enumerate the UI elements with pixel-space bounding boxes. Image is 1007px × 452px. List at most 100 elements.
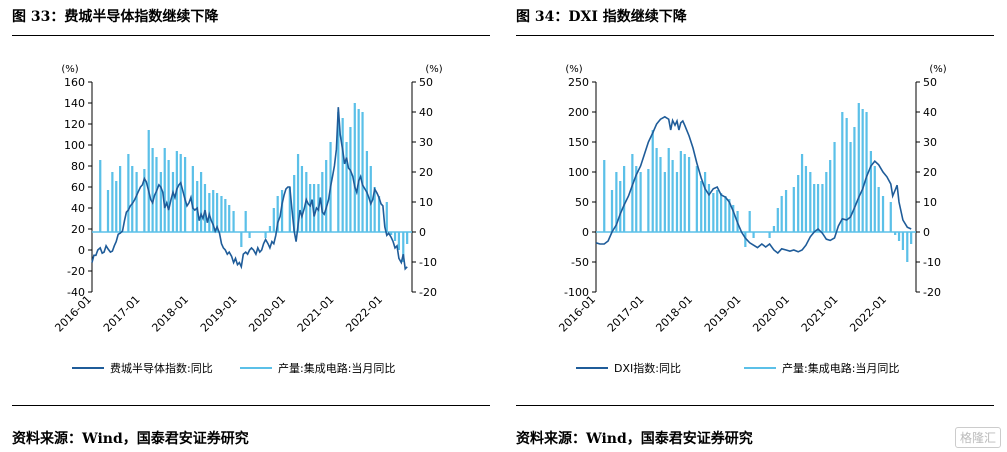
bar <box>768 232 771 238</box>
x-tick-label: 2016-01 <box>52 293 94 335</box>
bar <box>203 184 207 232</box>
left-panel: 图 33：费城半导体指数继续下降 (%) (%) -40 -20 0 20 40 60 80 10… <box>12 0 490 452</box>
bar <box>703 172 707 232</box>
left-tick-label: -20 <box>67 265 85 278</box>
left-tick-label: -100 <box>564 286 589 299</box>
bar <box>744 232 747 247</box>
bar <box>603 160 606 232</box>
bar <box>833 142 836 232</box>
right-axis-unit: (%) <box>929 64 946 75</box>
bar <box>111 172 114 232</box>
bar <box>853 127 856 232</box>
bar <box>341 118 344 232</box>
bar <box>353 103 356 232</box>
bottom-rule <box>516 405 994 406</box>
x-tick-label: 2021-01 <box>295 293 337 335</box>
x-tick-label: 2019-01 <box>702 293 744 335</box>
bottom-rule <box>12 405 490 406</box>
right-tick-label: 30 <box>419 136 433 149</box>
bar <box>695 166 698 232</box>
figure-title: 图 33：费城半导体指数继续下降 <box>12 9 219 25</box>
bar <box>312 184 316 232</box>
x-tick-label: 2021-01 <box>799 293 841 335</box>
bar <box>264 232 267 238</box>
bar <box>623 166 626 232</box>
bar <box>869 151 873 232</box>
bar <box>635 166 638 232</box>
bar <box>861 109 864 232</box>
bar <box>248 232 251 238</box>
bar <box>191 166 194 232</box>
bar <box>813 184 816 232</box>
bar <box>655 148 658 232</box>
right-tick-label: 40 <box>923 106 937 119</box>
bar <box>99 160 102 232</box>
bar <box>402 232 405 262</box>
legend-label: 费城半导体指数:同比 <box>110 361 213 375</box>
bar <box>877 187 880 232</box>
bar <box>792 187 795 232</box>
legend-label: DXI指数:同比 <box>614 361 681 375</box>
right-panel: 图 34：DXI 指数继续下降 (%) (%) -100 -50 0 50 100 150 20… <box>516 0 994 452</box>
bar <box>845 118 848 232</box>
series-line <box>595 115 912 255</box>
left-tick-label: -50 <box>571 256 589 269</box>
bar <box>296 154 300 232</box>
bar <box>639 172 642 232</box>
right-tick-label: 10 <box>419 196 433 209</box>
bar <box>873 166 876 232</box>
source-note: 资料来源：Wind，国泰君安证券研究 <box>12 431 249 447</box>
bar <box>369 166 372 232</box>
bar <box>667 148 670 232</box>
bar <box>224 199 227 232</box>
bar <box>906 232 909 262</box>
bar <box>147 130 150 232</box>
bar <box>321 172 324 232</box>
bar <box>797 175 800 232</box>
left-tick-label: 250 <box>568 76 589 89</box>
right-tick-label: 50 <box>923 76 937 89</box>
bar <box>385 202 388 232</box>
bar <box>610 190 614 232</box>
bar <box>106 190 110 232</box>
left-tick-label: -40 <box>67 286 85 299</box>
bar <box>244 211 247 232</box>
bar <box>293 175 296 232</box>
left-tick-label: 60 <box>71 181 85 194</box>
right-tick-label: -20 <box>923 286 941 299</box>
right-tick-label: 50 <box>419 76 433 89</box>
bar <box>849 142 852 232</box>
top-rule <box>12 35 490 36</box>
left-tick-label: 40 <box>71 202 85 215</box>
bar <box>135 172 138 232</box>
right-tick-label: 0 <box>923 226 930 239</box>
bar <box>700 181 703 232</box>
top-rule <box>516 35 994 36</box>
x-tick-label: 2017-01 <box>101 293 143 335</box>
left-tick-label: 150 <box>568 136 589 149</box>
bar <box>345 142 348 232</box>
bar <box>163 148 166 232</box>
bar <box>752 232 755 238</box>
bar <box>131 166 134 232</box>
bar <box>406 232 409 244</box>
bar <box>776 208 779 232</box>
legend-label: 产量:集成电路:当月同比 <box>278 361 395 375</box>
bar <box>337 112 340 232</box>
bar <box>712 193 715 232</box>
bar <box>199 172 203 232</box>
bar <box>215 193 219 232</box>
left-tick-label: 120 <box>64 118 85 131</box>
bar <box>167 160 170 232</box>
x-tick-label: 2018-01 <box>149 293 191 335</box>
bar <box>272 208 275 232</box>
bar <box>377 196 381 232</box>
bar <box>651 130 654 232</box>
bar <box>707 184 711 232</box>
bar <box>212 190 215 232</box>
bar <box>683 154 686 232</box>
legend-label: 产量:集成电路:当月同比 <box>782 361 899 375</box>
bar <box>719 193 723 232</box>
left-axis-unit: (%) <box>61 64 78 75</box>
right-tick-label: 40 <box>419 106 433 119</box>
